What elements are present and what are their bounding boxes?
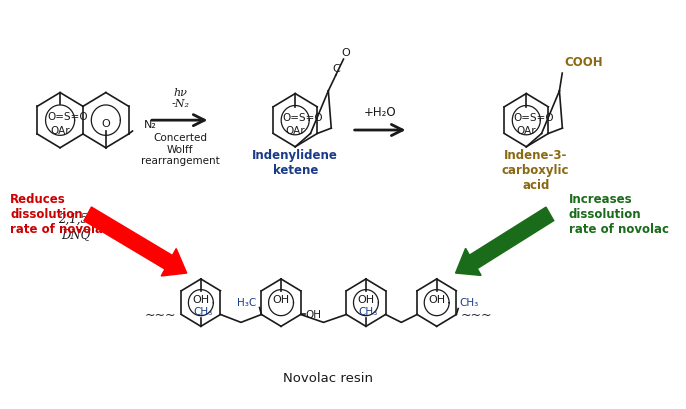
Text: Indenylidene
ketene: Indenylidene ketene (252, 148, 338, 176)
Text: Novolac resin: Novolac resin (283, 371, 373, 384)
Text: OH: OH (428, 294, 445, 304)
Text: OH: OH (357, 294, 375, 304)
Text: hν
-N₂: hν -N₂ (171, 88, 189, 109)
Text: +H₂O: +H₂O (364, 106, 397, 119)
Text: C: C (332, 64, 340, 74)
Text: Indene-3-
carboxylic
acid: Indene-3- carboxylic acid (502, 148, 569, 191)
Text: Reduces
dissolution
rate of novolac: Reduces dissolution rate of novolac (10, 193, 110, 236)
Text: ~~~: ~~~ (461, 308, 493, 321)
Text: ~~~: ~~~ (145, 308, 176, 321)
Text: O=S=O: O=S=O (513, 113, 554, 123)
Text: COOH: COOH (564, 56, 603, 69)
Text: Increases
dissolution
rate of novolac: Increases dissolution rate of novolac (569, 193, 669, 236)
Text: 2,1,5-
DNQ: 2,1,5- DNQ (58, 212, 93, 240)
Text: OAr: OAr (517, 126, 536, 136)
Text: H₃C: H₃C (237, 297, 257, 307)
Text: CH₃: CH₃ (358, 307, 377, 317)
FancyArrow shape (456, 208, 554, 276)
Text: OAr: OAr (285, 126, 305, 136)
Text: Concerted
Wolff
rearrangement: Concerted Wolff rearrangement (141, 133, 220, 166)
Text: OH: OH (272, 294, 289, 304)
Text: CH₃: CH₃ (459, 297, 478, 307)
Text: O: O (102, 119, 110, 129)
FancyArrow shape (84, 207, 187, 276)
Text: N₂: N₂ (144, 119, 156, 129)
Text: OH: OH (192, 294, 209, 304)
Text: O: O (341, 48, 350, 58)
Text: O=S=O: O=S=O (282, 113, 322, 123)
Text: CH₃: CH₃ (193, 307, 213, 317)
Text: OH: OH (305, 310, 321, 320)
Text: O=S=O: O=S=O (47, 112, 88, 122)
Text: OAr: OAr (50, 126, 70, 136)
